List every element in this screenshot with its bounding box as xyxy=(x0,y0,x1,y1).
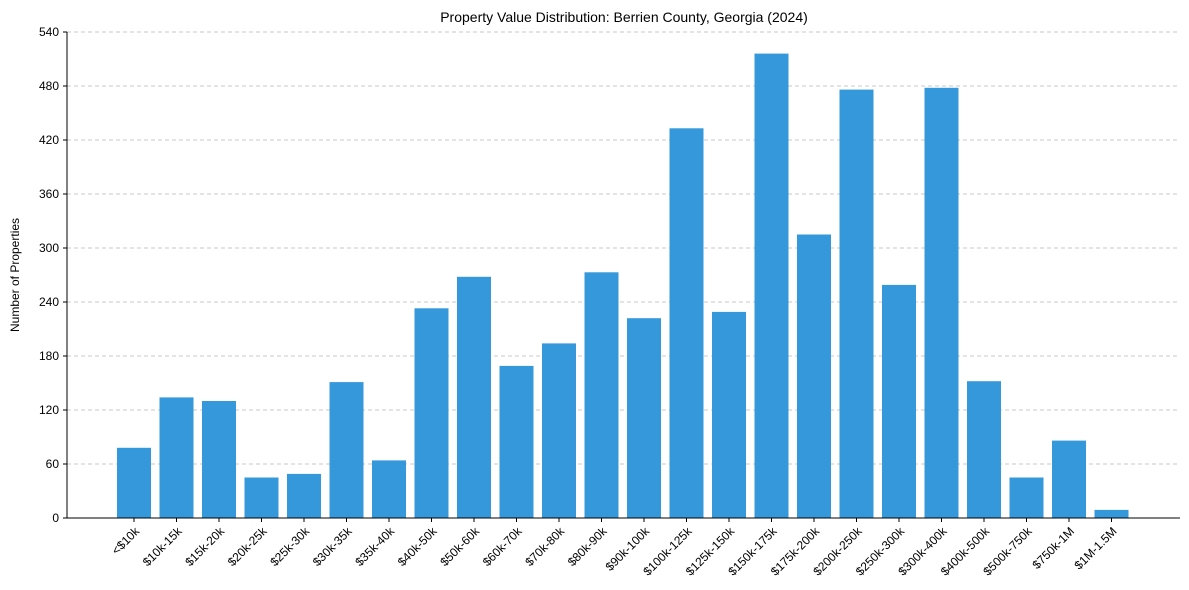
x-tick-label: $25k-30k xyxy=(267,524,313,570)
y-tick-label: 540 xyxy=(39,25,59,39)
y-tick-label: 420 xyxy=(39,133,59,147)
y-tick-label: 60 xyxy=(46,457,60,471)
x-tick-label: $1M-1.5M xyxy=(1072,524,1120,572)
x-tick-label: $15k-20k xyxy=(182,524,228,570)
bar xyxy=(542,343,576,518)
y-tick-label: 0 xyxy=(52,511,59,525)
bar xyxy=(754,53,789,518)
gridlines xyxy=(67,31,1180,465)
x-tick-label: $20k-25k xyxy=(225,524,271,570)
bars xyxy=(117,53,1129,519)
bar xyxy=(967,381,1001,518)
bar xyxy=(117,447,151,518)
y-tick-label: 300 xyxy=(39,241,59,255)
x-tick-label: <$10k xyxy=(109,524,143,558)
bar xyxy=(1052,440,1086,518)
bar xyxy=(669,128,704,519)
x-tick-label: $60k-70k xyxy=(480,524,526,570)
bar xyxy=(159,397,194,518)
x-tick-label: $40k-50k xyxy=(395,524,441,570)
bar xyxy=(627,318,661,518)
y-axis-label: Number of Properties xyxy=(8,218,22,332)
x-tick-label: $35k-40k xyxy=(352,524,398,570)
x-tick-label: $50k-60k xyxy=(437,524,483,570)
bar xyxy=(1009,477,1044,518)
y-tick-label: 180 xyxy=(39,349,59,363)
y-axis-ticks: 0 60 120 180 240 300 360 420 480 540 xyxy=(39,25,67,525)
bar xyxy=(584,272,619,518)
bar xyxy=(244,477,279,518)
bar xyxy=(882,284,916,518)
bar xyxy=(712,311,746,518)
x-tick-label: $750k-1M xyxy=(1029,524,1077,572)
bar xyxy=(414,308,449,518)
x-tick-label: $70k-80k xyxy=(522,524,568,570)
y-tick-label: 240 xyxy=(39,295,59,309)
y-tick-label: 360 xyxy=(39,187,59,201)
x-axis-ticks: <$10k$10k-15k$15k-20k$20k-25k$25k-30k$30… xyxy=(109,518,1120,578)
bar xyxy=(202,401,236,518)
y-tick-label: 120 xyxy=(39,403,59,417)
bar xyxy=(1094,509,1129,518)
bar xyxy=(372,460,406,518)
chart-title: Property Value Distribution: Berrien Cou… xyxy=(440,9,808,25)
x-tick-label: $10k-15k xyxy=(140,524,186,570)
bar xyxy=(287,473,321,518)
bar xyxy=(924,87,959,519)
bar xyxy=(797,234,831,518)
y-tick-label: 480 xyxy=(39,79,59,93)
x-tick-label: $30k-35k xyxy=(310,524,356,570)
bar xyxy=(329,382,364,518)
bar xyxy=(499,365,534,518)
bar xyxy=(839,89,874,518)
bar xyxy=(457,276,491,518)
